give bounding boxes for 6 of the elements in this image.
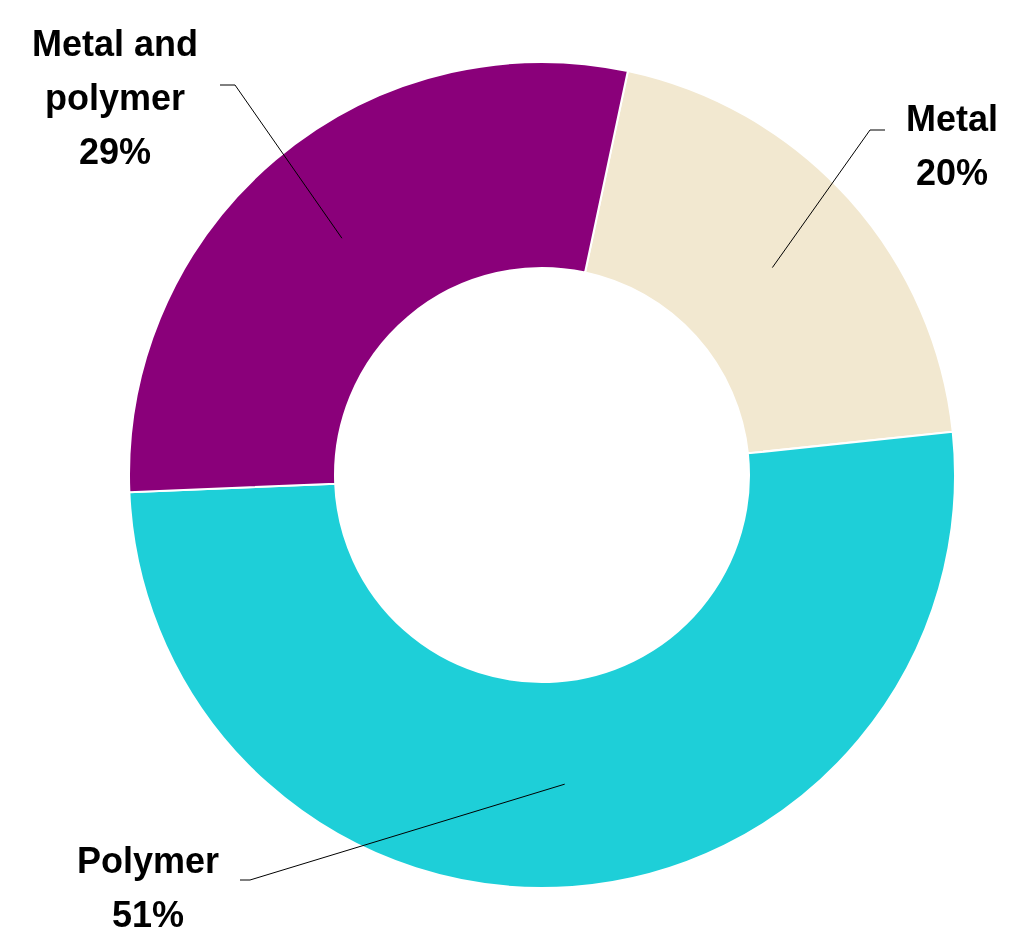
data-label: 51% <box>111 893 185 935</box>
data-label: 20% <box>915 151 989 193</box>
data-label: 29% <box>78 130 152 172</box>
slice-label: Polymer <box>76 839 220 881</box>
slice-label: Metal <box>905 97 999 139</box>
slice-label: Metal and polymer <box>31 22 199 118</box>
